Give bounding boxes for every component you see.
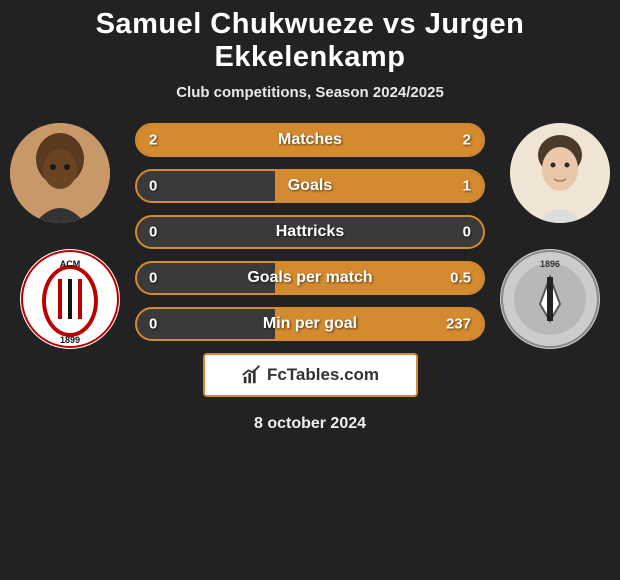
stat-row: 0Hattricks0 [135,215,485,249]
player-right-avatar [510,123,610,223]
player-left-avatar [10,123,110,223]
club-right-year: 1896 [540,259,560,269]
club-left-year: 1899 [60,335,80,345]
stat-value-right: 237 [446,316,471,333]
club-right-badge: 1896 [500,249,600,349]
stat-row: 0Min per goal237 [135,307,485,341]
stat-row: 0Goals1 [135,169,485,203]
stat-bars: 2Matches20Goals10Hattricks00Goals per ma… [135,119,485,341]
page-subtitle: Club competitions, Season 2024/2025 [0,78,620,119]
brand-text: FcTables.com [267,365,379,385]
comparison-panel: ACM 1899 1896 2Matches20Goals10Hattricks… [0,119,620,433]
stat-label: Matches [137,131,483,149]
avatar-placeholder-icon [510,123,610,223]
club-left-code: ACM [60,259,81,269]
stat-value-right: 0 [463,224,471,241]
stat-row: 2Matches2 [135,123,485,157]
stat-label: Hattricks [137,223,483,241]
stat-row: 0Goals per match0.5 [135,261,485,295]
club-badge-icon: ACM 1899 [20,249,120,349]
stat-value-right: 1 [463,178,471,195]
stat-value-right: 0.5 [450,270,471,287]
stat-label: Goals per match [137,269,483,287]
page-title: Samuel Chukwueze vs Jurgen Ekkelenkamp [0,0,620,78]
club-left-badge: ACM 1899 [20,249,120,349]
stat-value-right: 2 [463,132,471,149]
avatar-placeholder-icon [10,123,110,223]
club-badge-icon: 1896 [500,249,600,349]
stat-label: Min per goal [137,315,483,333]
chart-icon [241,364,263,386]
snapshot-date: 8 october 2024 [10,397,610,433]
brand-box: FcTables.com [203,353,418,397]
stat-label: Goals [137,177,483,195]
